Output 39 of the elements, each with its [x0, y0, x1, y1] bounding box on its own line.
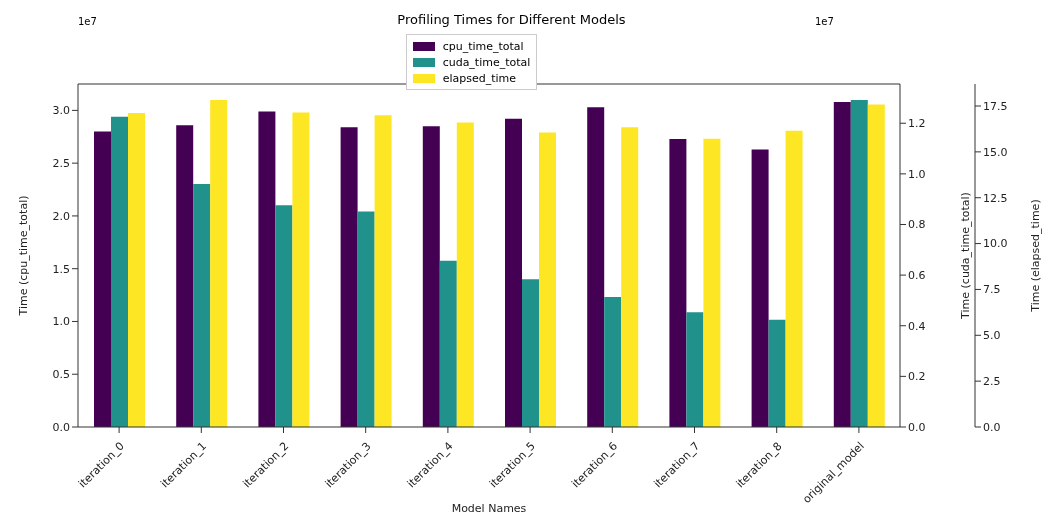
y3-tick-label: 2.5	[983, 375, 1001, 389]
y2-tick-label: 0.6	[908, 269, 926, 283]
y2-tick-label: 1.0	[908, 167, 926, 181]
y-tick-label: 2.0	[52, 209, 70, 223]
y3-tick-label: 0.0	[983, 420, 1001, 434]
y2-tick-label: 0.4	[908, 319, 926, 333]
y3-tick-label: 7.5	[983, 283, 1001, 297]
text: 1e7	[78, 16, 97, 27]
legend-label: cuda_time_total	[442, 55, 531, 69]
legend-label: cpu_time_total	[442, 39, 524, 53]
bar	[587, 107, 605, 427]
bar	[669, 138, 687, 427]
bar	[751, 149, 769, 427]
y3-tick-label: 12.5	[983, 191, 1008, 205]
y3-tick-label: 17.5	[983, 99, 1008, 113]
bar	[621, 127, 639, 427]
bar	[703, 138, 721, 427]
y3-tick-label: 5.0	[983, 329, 1001, 343]
y-tick-label: 2.5	[52, 157, 70, 171]
y2-tick-label: 0.8	[908, 218, 926, 232]
y-tick-label: 0.0	[52, 420, 70, 434]
bar	[785, 130, 803, 427]
x-axis-title: Model Names	[451, 502, 527, 515]
y2-tick-label: 0.0	[908, 420, 926, 434]
y-axis-title: Time (cpu_time_total)	[16, 195, 30, 317]
y3-tick-label: 15.0	[983, 145, 1008, 159]
bar	[505, 118, 522, 427]
legend-label: elapsed_time	[442, 71, 517, 85]
text: 1e7	[815, 16, 834, 27]
chart-title: Profiling Times for Different Models	[397, 12, 626, 27]
y-tick-label: 1.5	[52, 262, 70, 276]
y2-tick-label: 0.2	[908, 370, 926, 384]
y-tick-label: 1.0	[52, 315, 70, 329]
y2-axis-title: Time (cuda_time_total)	[958, 192, 972, 320]
y-tick-label: 3.0	[52, 104, 70, 118]
y2-tick-label: 1.2	[908, 117, 926, 131]
y-tick-label: 0.5	[52, 368, 70, 382]
y3-tick-label: 10.0	[983, 237, 1008, 251]
y3-axis-title: Time (elapsed_time)	[1028, 199, 1042, 313]
